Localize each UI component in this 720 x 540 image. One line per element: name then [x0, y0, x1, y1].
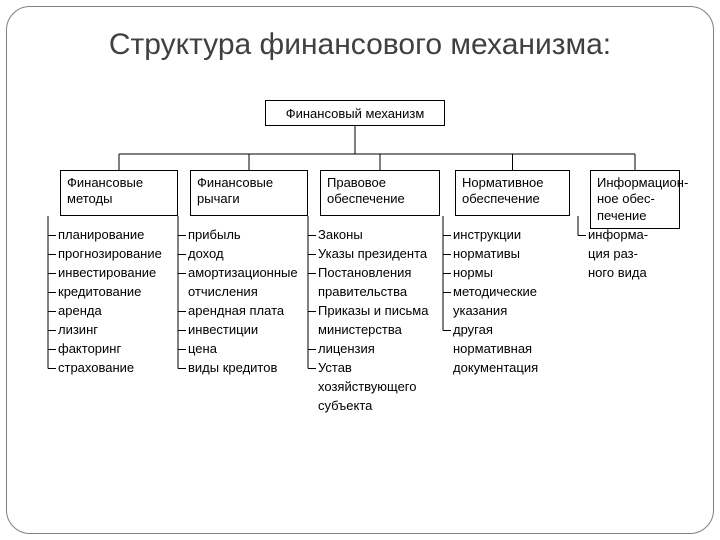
branch-items: прибыльдоходамортизационныеотчисленияаре…: [188, 226, 298, 378]
list-item: Устав: [318, 359, 428, 378]
list-item: нормативная: [453, 340, 538, 359]
list-item: кредитование: [58, 283, 162, 302]
list-item: ция раз-: [588, 245, 648, 264]
list-item: Указы президента: [318, 245, 428, 264]
branch-node: Нормативное обеспечение: [455, 170, 570, 216]
list-item: страхование: [58, 359, 162, 378]
list-item: документация: [453, 359, 538, 378]
list-item: инструкции: [453, 226, 538, 245]
list-item: инвестиции: [188, 321, 298, 340]
list-item: Приказы и письма: [318, 302, 428, 321]
branch-node: Финансовые рычаги: [190, 170, 308, 216]
list-item: арендная плата: [188, 302, 298, 321]
list-item: субъекта: [318, 397, 428, 416]
list-item: прибыль: [188, 226, 298, 245]
list-item: цена: [188, 340, 298, 359]
list-item: Постановления: [318, 264, 428, 283]
list-item: факторинг: [58, 340, 162, 359]
branch-node: Информацион- ное обес- печение: [590, 170, 680, 229]
list-item: указания: [453, 302, 538, 321]
branch-items: ЗаконыУказы президентаПостановленияправи…: [318, 226, 428, 416]
branch-node: Финансовые методы: [60, 170, 178, 216]
root-node: Финансовый механизм: [265, 100, 445, 126]
list-item: нормативы: [453, 245, 538, 264]
list-item: отчисления: [188, 283, 298, 302]
list-item: министерства: [318, 321, 428, 340]
page-title: Структура финансового механизма:: [0, 28, 720, 62]
list-item: правительства: [318, 283, 428, 302]
list-item: Законы: [318, 226, 428, 245]
list-item: инвестирование: [58, 264, 162, 283]
list-item: виды кредитов: [188, 359, 298, 378]
list-item: прогнозирование: [58, 245, 162, 264]
list-item: ного вида: [588, 264, 648, 283]
list-item: планирование: [58, 226, 162, 245]
list-item: хозяйствующего: [318, 378, 428, 397]
list-item: лицензия: [318, 340, 428, 359]
branch-items: планированиепрогнозированиеинвестировани…: [58, 226, 162, 378]
list-item: методические: [453, 283, 538, 302]
list-item: другая: [453, 321, 538, 340]
list-item: амортизационные: [188, 264, 298, 283]
list-item: информа-: [588, 226, 648, 245]
branch-items: информа-ция раз-ного вида: [588, 226, 648, 283]
org-chart: Финансовый механизм Финансовые методы план…: [30, 100, 690, 520]
list-item: нормы: [453, 264, 538, 283]
list-item: лизинг: [58, 321, 162, 340]
branch-items: инструкциинормативынормыметодическиеуказ…: [453, 226, 538, 378]
list-item: аренда: [58, 302, 162, 321]
list-item: доход: [188, 245, 298, 264]
branch-node: Правовое обеспечение: [320, 170, 440, 216]
